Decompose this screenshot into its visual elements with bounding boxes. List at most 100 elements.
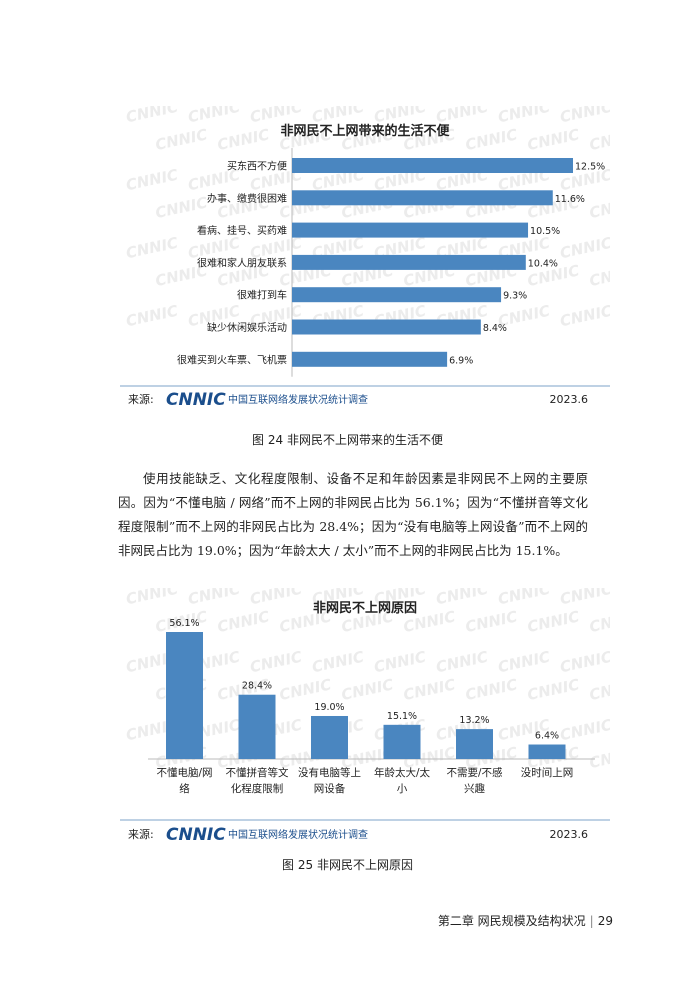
value-label: 8.4% xyxy=(483,323,507,334)
value-label: 56.1% xyxy=(169,618,199,629)
watermark-text: CNNIC xyxy=(588,743,610,772)
watermark-text: CNNIC xyxy=(248,648,303,677)
cnnic-logo: CNNIC xyxy=(166,390,226,410)
watermark-text: CNNIC xyxy=(186,106,241,126)
source-org: 中国互联网络发展状况统计调查 xyxy=(228,828,368,841)
source-date: 2023.6 xyxy=(550,393,589,406)
category-label: 不懂电脑/网络 xyxy=(156,766,212,795)
category-label: 年龄太大/太小 xyxy=(374,766,431,795)
page-footer: 第二章 网民规模及结构状况 | 29 xyxy=(438,912,613,929)
value-label: 15.1% xyxy=(387,711,417,722)
figure25-caption: 图 25 非网民不上网原因 xyxy=(282,858,413,872)
value-label: 12.5% xyxy=(575,162,605,173)
category-label: 办事、缴费很困难 xyxy=(207,192,287,205)
bar xyxy=(166,632,203,759)
value-label: 10.4% xyxy=(528,258,558,269)
category-label: 买东西不方便 xyxy=(227,160,287,173)
bar xyxy=(292,287,502,303)
figure24-caption: 图 24 非网民不上网带来的生活不便 xyxy=(252,433,443,447)
chapter-title: 第二章 网民规模及结构状况 xyxy=(437,914,586,928)
watermark-text: CNNIC xyxy=(278,675,333,704)
watermark-text: CNNIC xyxy=(588,193,610,222)
value-label: 9.3% xyxy=(503,291,527,302)
watermark-text: CNNIC xyxy=(154,193,209,222)
watermark-text: CNNIC xyxy=(526,675,581,704)
watermark-text: CNNIC xyxy=(186,588,241,608)
category-label: 不需要/不感兴趣 xyxy=(446,766,503,795)
watermark-text: CNNIC xyxy=(464,675,519,704)
watermark-text: CNNIC xyxy=(372,648,427,677)
watermark-text: CNNIC xyxy=(558,106,610,126)
footer-separator: | xyxy=(589,914,594,928)
bar xyxy=(238,694,276,759)
paragraph-text: 使用技能缺乏、文化程度限制、设备不足和年龄因素是非网民不上网的主要原因。因为“不… xyxy=(118,471,588,558)
bar xyxy=(292,222,529,238)
bar xyxy=(292,190,553,206)
figure24-chart: CNNIC CNNIC CNNIC CNNIC CNNIC CNNIC CNNIC CNNIC… xyxy=(120,106,610,410)
watermark-text: CNNIC xyxy=(340,675,395,704)
watermark-text: CNNIC xyxy=(124,234,179,263)
source-date: 2023.6 xyxy=(550,828,589,841)
bar xyxy=(292,351,448,367)
bar xyxy=(311,715,348,759)
watermark-text: CNNIC xyxy=(464,607,519,636)
bar xyxy=(292,158,573,173)
watermark-text: CNNIC xyxy=(464,125,519,154)
bar xyxy=(292,254,526,270)
category-label: 很难和家人朋友联系 xyxy=(197,256,287,269)
watermark-pattern: CNNIC CNNIC CNNIC CNNIC CNNIC CNNIC CNNIC CNNIC… xyxy=(124,106,610,330)
watermark-text: CNNIC xyxy=(558,588,610,608)
value-label: 28.4% xyxy=(242,681,272,692)
watermark-text: CNNIC xyxy=(402,675,457,704)
watermark-text: CNNIC xyxy=(124,106,179,126)
watermark-text: CNNIC xyxy=(216,125,271,154)
source-org: 中国互联网络发展状况统计调查 xyxy=(228,393,368,406)
figure25-chart: CNNIC CNNIC CNNIC CNNIC CNNIC CNNIC CNNIC CNNIC… xyxy=(120,588,610,845)
bar xyxy=(383,724,421,759)
value-label: 19.0% xyxy=(314,702,344,713)
chart-title: 非网民不上网带来的生活不便 xyxy=(280,123,450,139)
watermark-text: CNNIC xyxy=(588,125,610,154)
watermark-text: CNNIC xyxy=(558,234,610,263)
watermark-text: CNNIC xyxy=(588,261,610,290)
watermark-text: CNNIC xyxy=(248,588,303,608)
watermark-text: CNNIC xyxy=(154,125,209,154)
category-label: 没时间上网 xyxy=(521,766,574,779)
source-label: 来源: xyxy=(128,827,154,841)
watermark-text: CNNIC xyxy=(558,648,610,677)
watermark-text: CNNIC xyxy=(124,588,179,608)
watermark-text: CNNIC xyxy=(310,648,365,677)
watermark-text: CNNIC xyxy=(526,125,581,154)
watermark-text: CNNIC xyxy=(434,648,489,677)
watermark-text: CNNIC xyxy=(496,588,551,608)
page-number: 29 xyxy=(597,914,613,928)
category-label: 缺少休闲娱乐活动 xyxy=(207,321,287,334)
watermark-text: CNNIC xyxy=(216,607,271,636)
body-paragraph: 使用技能缺乏、文化程度限制、设备不足和年龄因素是非网民不上网的主要原因。因为“不… xyxy=(118,467,588,563)
source-label: 来源: xyxy=(128,392,154,406)
watermark-text: CNNIC xyxy=(496,106,551,126)
category-label: 看病、挂号、买药难 xyxy=(197,224,287,237)
category-label: 很难买到火车票、飞机票 xyxy=(177,353,287,366)
watermark-text: CNNIC xyxy=(558,302,610,331)
category-label: 很难打到车 xyxy=(237,289,287,302)
watermark-text: CNNIC xyxy=(526,607,581,636)
value-label: 6.4% xyxy=(535,731,559,742)
watermark-text: CNNIC xyxy=(434,588,489,608)
value-label: 11.6% xyxy=(555,194,585,205)
watermark-text: CNNIC xyxy=(124,166,179,195)
cnnic-logo: CNNIC xyxy=(166,825,226,845)
bar xyxy=(456,729,493,759)
value-label: 6.9% xyxy=(449,355,473,366)
watermark-text: CNNIC xyxy=(588,607,610,636)
watermark-text: CNNIC xyxy=(588,675,610,704)
bar xyxy=(292,319,481,335)
bar xyxy=(528,744,566,759)
watermark-text: CNNIC xyxy=(558,716,610,745)
value-label: 13.2% xyxy=(459,715,489,726)
watermark-text: CNNIC xyxy=(496,648,551,677)
category-label: 没有电脑等上网设备 xyxy=(298,766,361,795)
chart-title: 非网民不上网原因 xyxy=(313,600,417,616)
watermark-text: CNNIC xyxy=(124,302,179,331)
category-label: 不懂拼音等文化程度限制 xyxy=(226,766,289,795)
